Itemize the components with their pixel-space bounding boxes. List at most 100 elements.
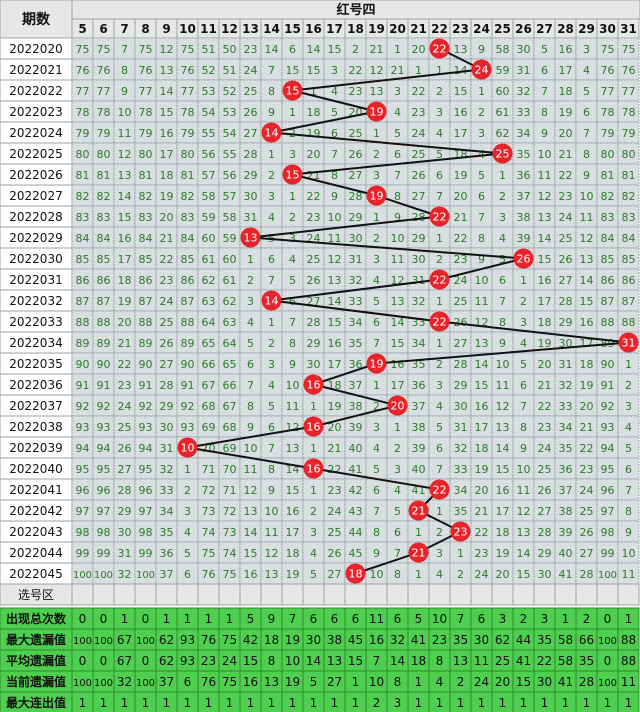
stats-value: 37 — [159, 675, 174, 689]
stats-value: 1 — [625, 696, 633, 710]
omission-value: 13 — [496, 421, 510, 434]
period-label: 2022029 — [9, 231, 62, 245]
selection-cell[interactable] — [71, 583, 94, 606]
selection-cell[interactable] — [281, 583, 304, 606]
winning-ball-number: 19 — [370, 358, 384, 371]
selection-cell[interactable] — [134, 583, 157, 606]
omission-value: 4 — [394, 484, 401, 497]
omission-value: 86 — [97, 274, 111, 287]
omission-value: 33 — [349, 295, 363, 308]
stats-value: 30 — [306, 633, 321, 647]
stats-value: 0 — [100, 654, 108, 668]
selection-cell[interactable] — [491, 583, 514, 606]
omission-value: 3 — [478, 127, 485, 140]
omission-value: 1 — [310, 85, 317, 98]
omission-value: 30 — [160, 421, 174, 434]
omission-value: 51 — [223, 64, 237, 77]
stats-value: 8 — [394, 675, 402, 689]
omission-value: 3 — [394, 85, 401, 98]
selection-cell[interactable] — [533, 583, 556, 606]
omission-value: 19 — [286, 568, 300, 581]
omission-value: 80 — [139, 148, 153, 161]
selection-cell[interactable] — [344, 583, 367, 606]
omission-value: 11 — [475, 295, 489, 308]
omission-value: 69 — [202, 421, 216, 434]
omission-value: 41 — [349, 463, 363, 476]
omission-value: 14 — [580, 274, 594, 287]
omission-value: 34 — [349, 316, 363, 329]
winning-ball — [177, 437, 198, 458]
selection-cell[interactable] — [197, 583, 220, 606]
selection-cell[interactable] — [596, 583, 619, 606]
omission-value: 26 — [580, 526, 594, 539]
omission-value: 24 — [559, 211, 573, 224]
period-label: 2022021 — [9, 63, 62, 77]
selection-cell[interactable] — [323, 583, 346, 606]
omission-value: 94 — [601, 442, 615, 455]
selection-cell[interactable] — [260, 583, 283, 606]
selection-cell[interactable] — [428, 583, 451, 606]
omission-value: 83 — [622, 211, 636, 224]
omission-value: 32 — [559, 379, 573, 392]
omission-value: 93 — [76, 421, 90, 434]
omission-value: 77 — [97, 85, 111, 98]
omission-value: 28 — [412, 211, 426, 224]
omission-value: 30 — [118, 526, 132, 539]
omission-value: 6 — [268, 253, 275, 266]
selection-cell[interactable] — [407, 583, 430, 606]
omission-value: 82 — [181, 190, 195, 203]
omission-value: 7 — [331, 148, 338, 161]
omission-value: 94 — [139, 442, 153, 455]
omission-value: 66 — [223, 379, 237, 392]
omission-value: 87 — [139, 295, 153, 308]
selection-cell[interactable] — [575, 583, 598, 606]
stats-value: 1 — [163, 696, 171, 710]
omission-value: 32 — [349, 274, 363, 287]
column-header-label: 31 — [620, 22, 637, 36]
omission-value: 77 — [181, 85, 195, 98]
selection-cell[interactable] — [302, 583, 325, 606]
omission-value: 16 — [496, 484, 510, 497]
stats-value: 22 — [537, 654, 552, 668]
selection-cell[interactable] — [512, 583, 535, 606]
omission-value: 26 — [412, 169, 426, 182]
omission-value: 4 — [247, 316, 254, 329]
stats-value: 1 — [247, 696, 255, 710]
omission-value: 7 — [499, 295, 506, 308]
omission-value: 75 — [139, 43, 153, 56]
stats-value: 2 — [457, 675, 465, 689]
omission-value: 6 — [184, 568, 191, 581]
omission-value: 84 — [181, 232, 195, 245]
winning-ball-number: 26 — [517, 253, 531, 266]
selection-cell[interactable] — [617, 583, 640, 606]
omission-value: 1 — [625, 358, 632, 371]
omission-value: 65 — [223, 358, 237, 371]
selection-cell[interactable] — [239, 583, 262, 606]
selection-cell[interactable] — [92, 583, 115, 606]
selection-cell[interactable] — [554, 583, 577, 606]
omission-value: 20 — [496, 568, 510, 581]
omission-value: 12 — [538, 190, 552, 203]
omission-value: 2 — [268, 169, 275, 182]
omission-value: 3 — [310, 526, 317, 539]
omission-value: 1 — [310, 442, 317, 455]
selection-cell[interactable] — [386, 583, 409, 606]
selection-cell[interactable] — [449, 583, 472, 606]
omission-value: 1 — [415, 526, 422, 539]
omission-value: 27 — [244, 127, 258, 140]
winning-ball — [513, 248, 534, 269]
omission-value: 73 — [202, 505, 216, 518]
selection-cell[interactable] — [113, 583, 136, 606]
omission-value: 100 — [136, 570, 155, 581]
omission-value: 56 — [223, 169, 237, 182]
omission-value: 3 — [289, 148, 296, 161]
header-group: 期数 红号四 — [0, 0, 640, 39]
omission-value: 86 — [601, 274, 615, 287]
selection-cell[interactable] — [155, 583, 178, 606]
selection-cell[interactable] — [470, 583, 493, 606]
selection-cell[interactable] — [218, 583, 241, 606]
omission-value: 18 — [580, 358, 594, 371]
section-title: 红号四 — [336, 2, 375, 18]
selection-cell[interactable] — [176, 583, 199, 606]
selection-cell[interactable] — [365, 583, 388, 606]
